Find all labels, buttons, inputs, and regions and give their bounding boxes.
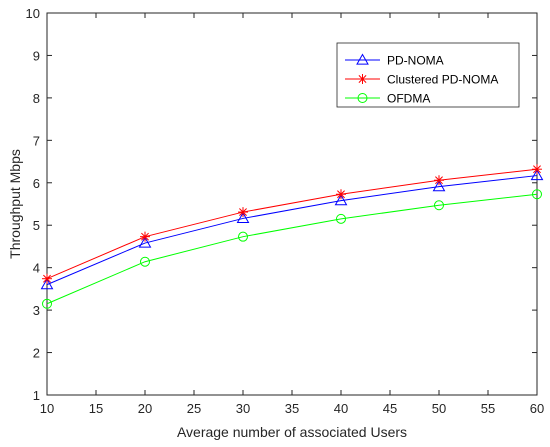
x-tick-label: 50 (432, 401, 446, 416)
data-point-marker (40, 278, 54, 290)
x-tick-label: 15 (89, 401, 103, 416)
data-point-marker (336, 213, 346, 224)
data-point-marker (42, 273, 52, 284)
y-axis-title: Throughput Mbps (7, 149, 23, 259)
y-tick-label: 6 (33, 176, 40, 191)
x-tick-label: 10 (40, 401, 54, 416)
legend-label: Clustered PD-NOMA (387, 73, 498, 87)
data-point-marker (140, 231, 150, 242)
legend-marker (356, 53, 369, 65)
x-axis-title: Average number of associated Users (177, 424, 407, 440)
data-point-marker (434, 200, 444, 211)
data-point-marker (530, 169, 544, 181)
y-tick-label: 8 (33, 91, 40, 106)
series-lines (46, 168, 538, 305)
legend-label: PD-NOMA (387, 54, 444, 68)
x-tick-label: 55 (481, 401, 495, 416)
y-tick-label: 2 (33, 346, 40, 361)
x-tick-label: 20 (138, 401, 152, 416)
x-tick-label: 35 (285, 401, 299, 416)
legend-box (336, 42, 520, 108)
data-point-marker (334, 194, 348, 206)
data-point-marker (236, 211, 250, 224)
legend-marker (357, 93, 368, 103)
series-line (46, 175, 538, 286)
y-tick-label: 9 (33, 48, 40, 63)
x-tick-label: 45 (383, 401, 397, 416)
y-tick-label: 1 (33, 388, 40, 403)
x-tick-label: 40 (334, 401, 348, 416)
x-tick-label: 30 (236, 401, 250, 416)
y-tick-label: 3 (33, 303, 40, 318)
data-point-marker (434, 175, 444, 186)
data-point-marker (532, 164, 542, 175)
y-tick-label: 4 (33, 261, 40, 276)
y-tick-label: 10 (26, 6, 40, 21)
legend-marker (357, 74, 368, 84)
series-line (46, 168, 538, 280)
legend: PD-NOMA Clustered PD-NOMA OFDMA (336, 42, 520, 108)
data-point-marker (42, 298, 52, 309)
data-point-marker (140, 256, 150, 267)
y-tick-label: 7 (33, 133, 40, 148)
data-point-marker (238, 231, 248, 242)
x-tick-label: 25 (187, 401, 201, 416)
data-point-marker (432, 180, 446, 192)
y-tick-label: 5 (33, 218, 40, 233)
x-tick-label: 60 (530, 401, 544, 416)
legend-label: OFDMA (387, 92, 430, 106)
series-line (46, 193, 538, 305)
data-point-marker (532, 189, 542, 200)
data-point-marker (138, 236, 152, 248)
data-point-marker (336, 189, 346, 200)
data-point-marker (238, 207, 248, 218)
series-markers (40, 164, 544, 309)
